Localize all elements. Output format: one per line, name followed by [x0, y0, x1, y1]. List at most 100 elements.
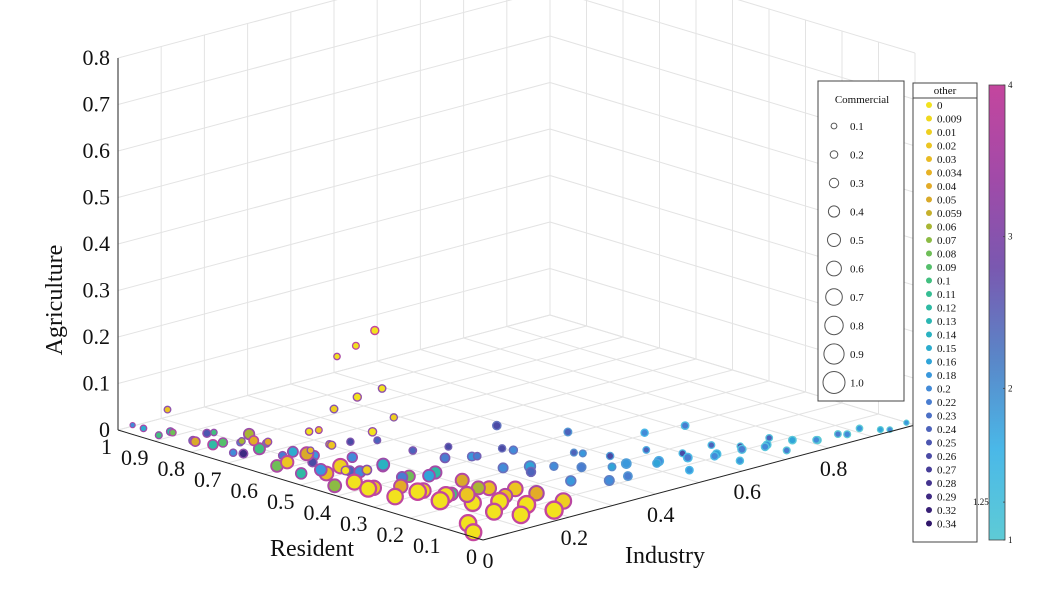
data-point	[491, 420, 502, 431]
data-point	[422, 468, 436, 483]
data-point	[345, 473, 363, 491]
grid-line	[117, 128, 551, 245]
data-point	[329, 404, 339, 414]
data-point	[788, 435, 797, 445]
colorbar-tick-label: 1.25	[973, 497, 989, 507]
color-legend-label: 0.09	[937, 262, 957, 274]
color-legend-marker	[926, 412, 932, 419]
color-legend-box	[912, 82, 978, 543]
z-tick-label: 0.1	[83, 371, 111, 396]
data-point	[833, 430, 842, 439]
grid-line	[117, 35, 551, 152]
data-points	[129, 325, 910, 542]
grid-line	[117, 221, 551, 338]
color-legend-label: 0.08	[937, 249, 957, 261]
data-point	[252, 442, 266, 456]
color-legend-marker	[926, 426, 932, 432]
color-legend-label: 0.34	[937, 519, 957, 531]
color-legend-label: 0.034	[937, 168, 962, 180]
grid-line	[154, 325, 587, 442]
data-point	[389, 413, 399, 422]
data-point	[286, 445, 299, 458]
y-tick-label: 0.8	[158, 456, 186, 481]
y-tick-label: 0.6	[231, 478, 259, 503]
data-point	[340, 465, 351, 476]
data-point	[855, 424, 864, 433]
grid-line	[190, 336, 624, 453]
colorbar-tick-label: 3	[1008, 232, 1013, 242]
size-legend-marker	[830, 122, 838, 130]
color-legend-label: 0.05	[937, 195, 957, 207]
data-point	[217, 437, 229, 448]
color-legend-marker	[926, 102, 932, 108]
data-point	[652, 458, 662, 468]
color-legend-marker	[926, 264, 932, 270]
color-legend-label: 0.16	[937, 357, 957, 369]
data-point	[497, 444, 507, 453]
size-legend-label: 0.6	[850, 264, 864, 276]
data-point	[430, 491, 450, 511]
color-legend-marker	[926, 169, 932, 176]
data-point	[304, 427, 314, 436]
data-point	[238, 448, 249, 459]
color-legend-marker	[926, 345, 932, 351]
data-point	[377, 384, 387, 393]
color-legend-marker	[926, 142, 932, 149]
y-tick-label: 0.1	[413, 533, 441, 558]
data-point	[565, 475, 577, 487]
color-legend-label: 0.26	[937, 451, 957, 463]
data-point	[484, 502, 504, 521]
size-legend-marker	[825, 288, 843, 306]
data-point	[129, 421, 136, 429]
x-tick-label: 0.6	[733, 479, 761, 504]
data-point	[607, 462, 617, 472]
grid-panes	[117, 0, 916, 541]
data-point	[248, 435, 260, 447]
color-legend-marker	[926, 223, 932, 230]
data-point	[333, 352, 341, 361]
colorbar-tick-label: 4	[1008, 80, 1013, 90]
z-tick-label: 0.6	[83, 138, 111, 163]
grid-line	[117, 175, 551, 291]
color-legend-marker	[926, 331, 932, 338]
color-legend-label: 0.18	[937, 370, 957, 382]
colorbar-ramp	[988, 84, 1006, 541]
data-point	[370, 325, 380, 336]
data-point	[294, 467, 308, 480]
data-point	[710, 451, 720, 461]
data-point	[549, 461, 559, 471]
color-legend-marker	[926, 439, 932, 446]
data-point	[576, 462, 587, 473]
size-legend-marker	[824, 315, 844, 336]
color-legend-marker	[926, 291, 932, 297]
color-legend-label: 0.32	[937, 505, 956, 517]
x-tick-label: 0	[483, 548, 494, 573]
colorbar: 1 1.25 2 3 4	[973, 80, 1013, 545]
grid-line	[117, 0, 513, 105]
size-legend-marker	[827, 205, 841, 218]
y-tick-label: 0.4	[304, 500, 332, 525]
color-legend-label: 0.25	[937, 438, 957, 450]
size-legend-label: 0.4	[850, 207, 864, 219]
color-legend-marker	[926, 318, 932, 324]
data-point	[735, 456, 745, 466]
color-legend-marker	[926, 399, 932, 405]
data-point	[163, 405, 172, 414]
z-tick-label: 0.8	[83, 45, 111, 70]
color-legend-label: 0.15	[937, 343, 957, 355]
color-legend-marker	[926, 453, 932, 459]
z-tick-label: 0.2	[83, 324, 111, 349]
data-point	[306, 446, 315, 455]
color-legend-marker	[926, 129, 932, 135]
color-legend: other 00.0090.010.020.030.0340.040.050.0…	[912, 82, 978, 543]
data-point	[444, 442, 453, 451]
data-point	[313, 462, 328, 477]
size-legend-marker	[829, 150, 839, 159]
data-point	[622, 471, 633, 482]
color-legend-marker	[926, 183, 932, 189]
color-legend-marker	[926, 304, 932, 311]
data-point	[903, 419, 910, 426]
color-legend-label: 0.13	[937, 316, 957, 328]
y-axis-label: Resident	[270, 536, 354, 562]
data-point	[464, 523, 483, 542]
